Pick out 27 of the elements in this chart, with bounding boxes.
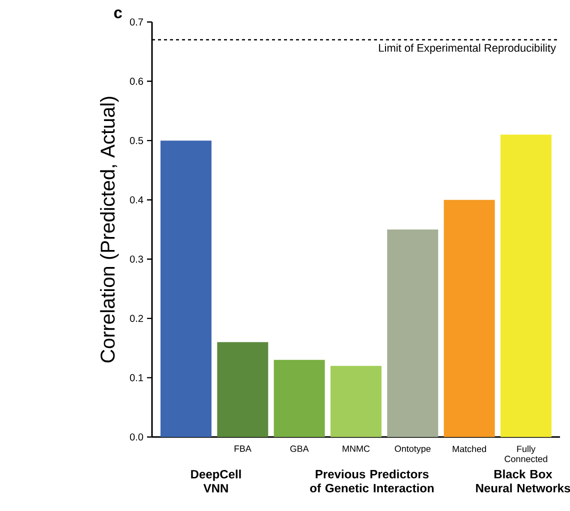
y-tick-label: 0.5 (130, 137, 144, 144)
x-tick-label: MNMC (342, 446, 370, 452)
y-axis-title: Correlation (Predicted, Actual) (100, 96, 119, 362)
bar (444, 200, 495, 437)
bar (330, 366, 382, 437)
text: Black Box Neural Networks (476, 470, 570, 492)
y-tick-label: 0.6 (130, 78, 144, 85)
x-tick-label: GBA (290, 446, 309, 452)
x-tick-label: FBA (234, 446, 252, 452)
y-tick-label: 0.0 (130, 433, 144, 441)
bar (274, 360, 325, 437)
text: Previous Predictors of Genetic Interaction (310, 470, 434, 492)
ref-line-label: Limit of Experimental Reproducibility (379, 44, 556, 54)
bar (160, 140, 212, 437)
y-tick-label: 0.1 (130, 374, 143, 382)
y-tick-label: 0.2 (130, 314, 143, 322)
y-tick-label: 0.3 (130, 256, 144, 263)
x-tick-label: Matched (452, 446, 486, 452)
text: DeepCell VNN (191, 470, 241, 492)
bar (387, 229, 438, 437)
bar (217, 342, 268, 437)
text: c (114, 10, 122, 18)
bar (500, 134, 552, 437)
y-tick-label: 0.4 (130, 196, 144, 204)
x-tick-label: Ontotype (394, 446, 431, 454)
y-tick-label: 0.7 (130, 18, 143, 26)
x-tick-label: Fully Connected (504, 446, 548, 462)
